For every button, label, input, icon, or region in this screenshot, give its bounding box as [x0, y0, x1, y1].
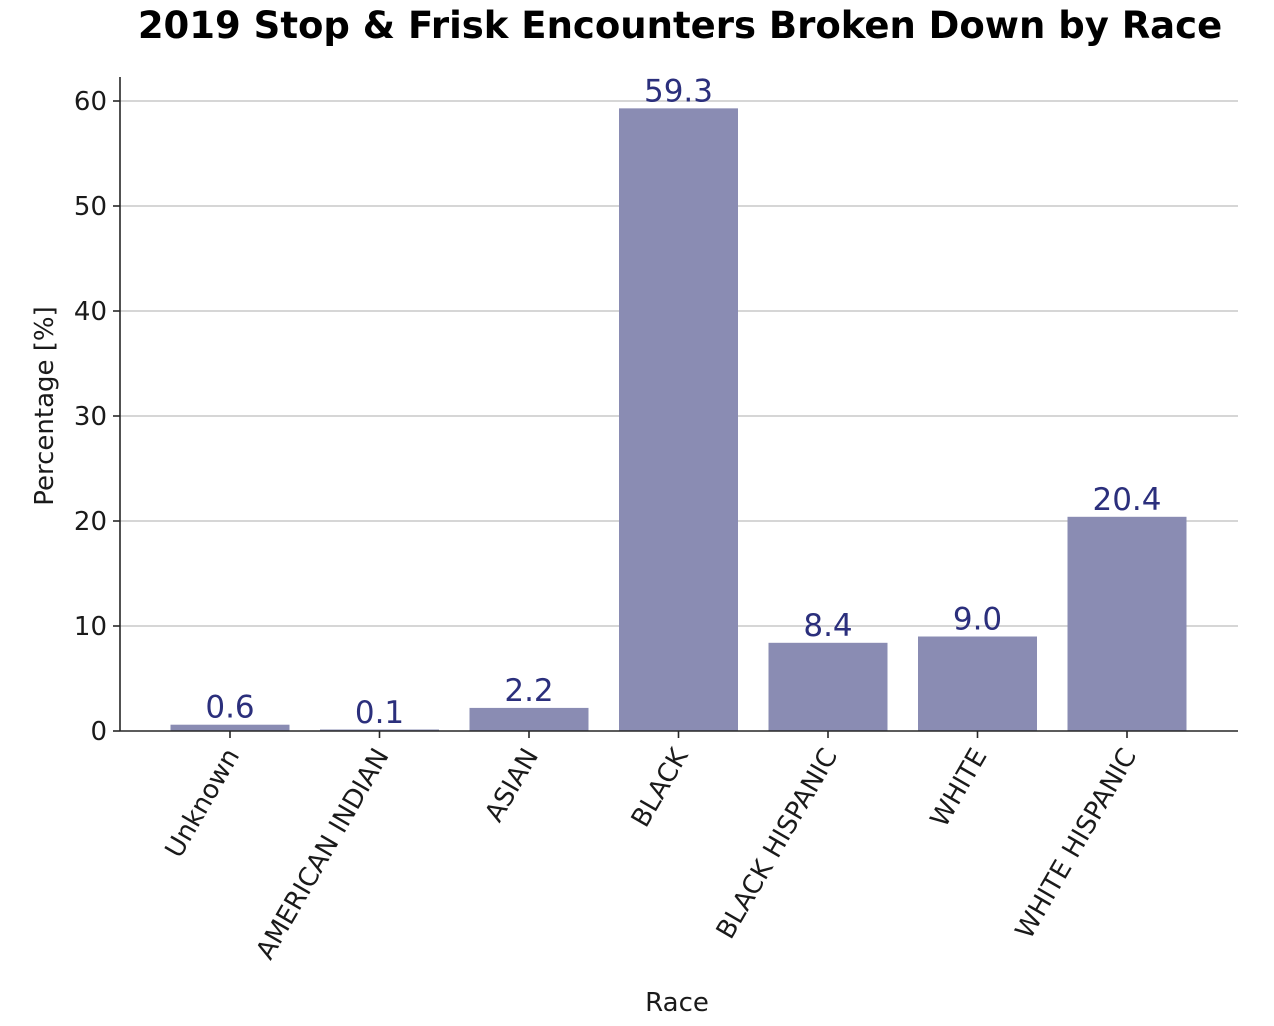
- data-label: 0.1: [355, 695, 404, 731]
- data-label: 0.6: [205, 690, 254, 726]
- data-label: 9.0: [953, 602, 1002, 638]
- y-tick-label: 0: [90, 717, 107, 747]
- bar-black: [619, 108, 738, 732]
- x-ticks: Unknown AMERICAN INDIAN ASIAN BLACK BLACK HI…: [160, 731, 1143, 965]
- y-tick-label: 40: [74, 297, 107, 327]
- y-tick-label: 30: [74, 402, 107, 432]
- x-tick-label: AMERICAN INDIAN: [251, 744, 396, 965]
- bar-white: [918, 636, 1037, 731]
- bar-asian: [469, 707, 589, 731]
- x-tick-label: WHITE HISPANIC: [1010, 744, 1143, 945]
- x-tick-label: BLACK HISPANIC: [711, 744, 844, 945]
- chart-title: 2019 Stop & Frisk Encounters Broken Down…: [138, 4, 1222, 47]
- data-label: 2.2: [504, 673, 553, 709]
- data-label: 20.4: [1092, 482, 1161, 518]
- x-tick-label: BLACK: [626, 743, 695, 833]
- x-tick-label: Unknown: [160, 744, 246, 864]
- data-label: 59.3: [644, 73, 713, 109]
- y-ticks: 0 10 20 30 40 50 60: [74, 87, 120, 747]
- y-axis-label: Percentage [%]: [30, 306, 60, 506]
- bar-white-hispanic: [1067, 516, 1187, 731]
- x-tick-label: WHITE: [925, 744, 994, 833]
- y-tick-label: 60: [74, 87, 107, 117]
- y-tick-label: 50: [74, 192, 107, 222]
- y-tick-label: 10: [74, 612, 107, 642]
- bar-black-hispanic: [768, 642, 888, 731]
- bars: [170, 108, 1187, 732]
- data-labels: 0.6 0.1 2.2 59.3 8.4 9.0 20.4: [205, 73, 1161, 731]
- x-axis-label: Race: [645, 988, 709, 1018]
- y-tick-label: 20: [74, 507, 107, 537]
- data-label: 8.4: [803, 608, 852, 644]
- x-tick-label: ASIAN: [479, 744, 545, 828]
- bar-unknown: [170, 724, 290, 731]
